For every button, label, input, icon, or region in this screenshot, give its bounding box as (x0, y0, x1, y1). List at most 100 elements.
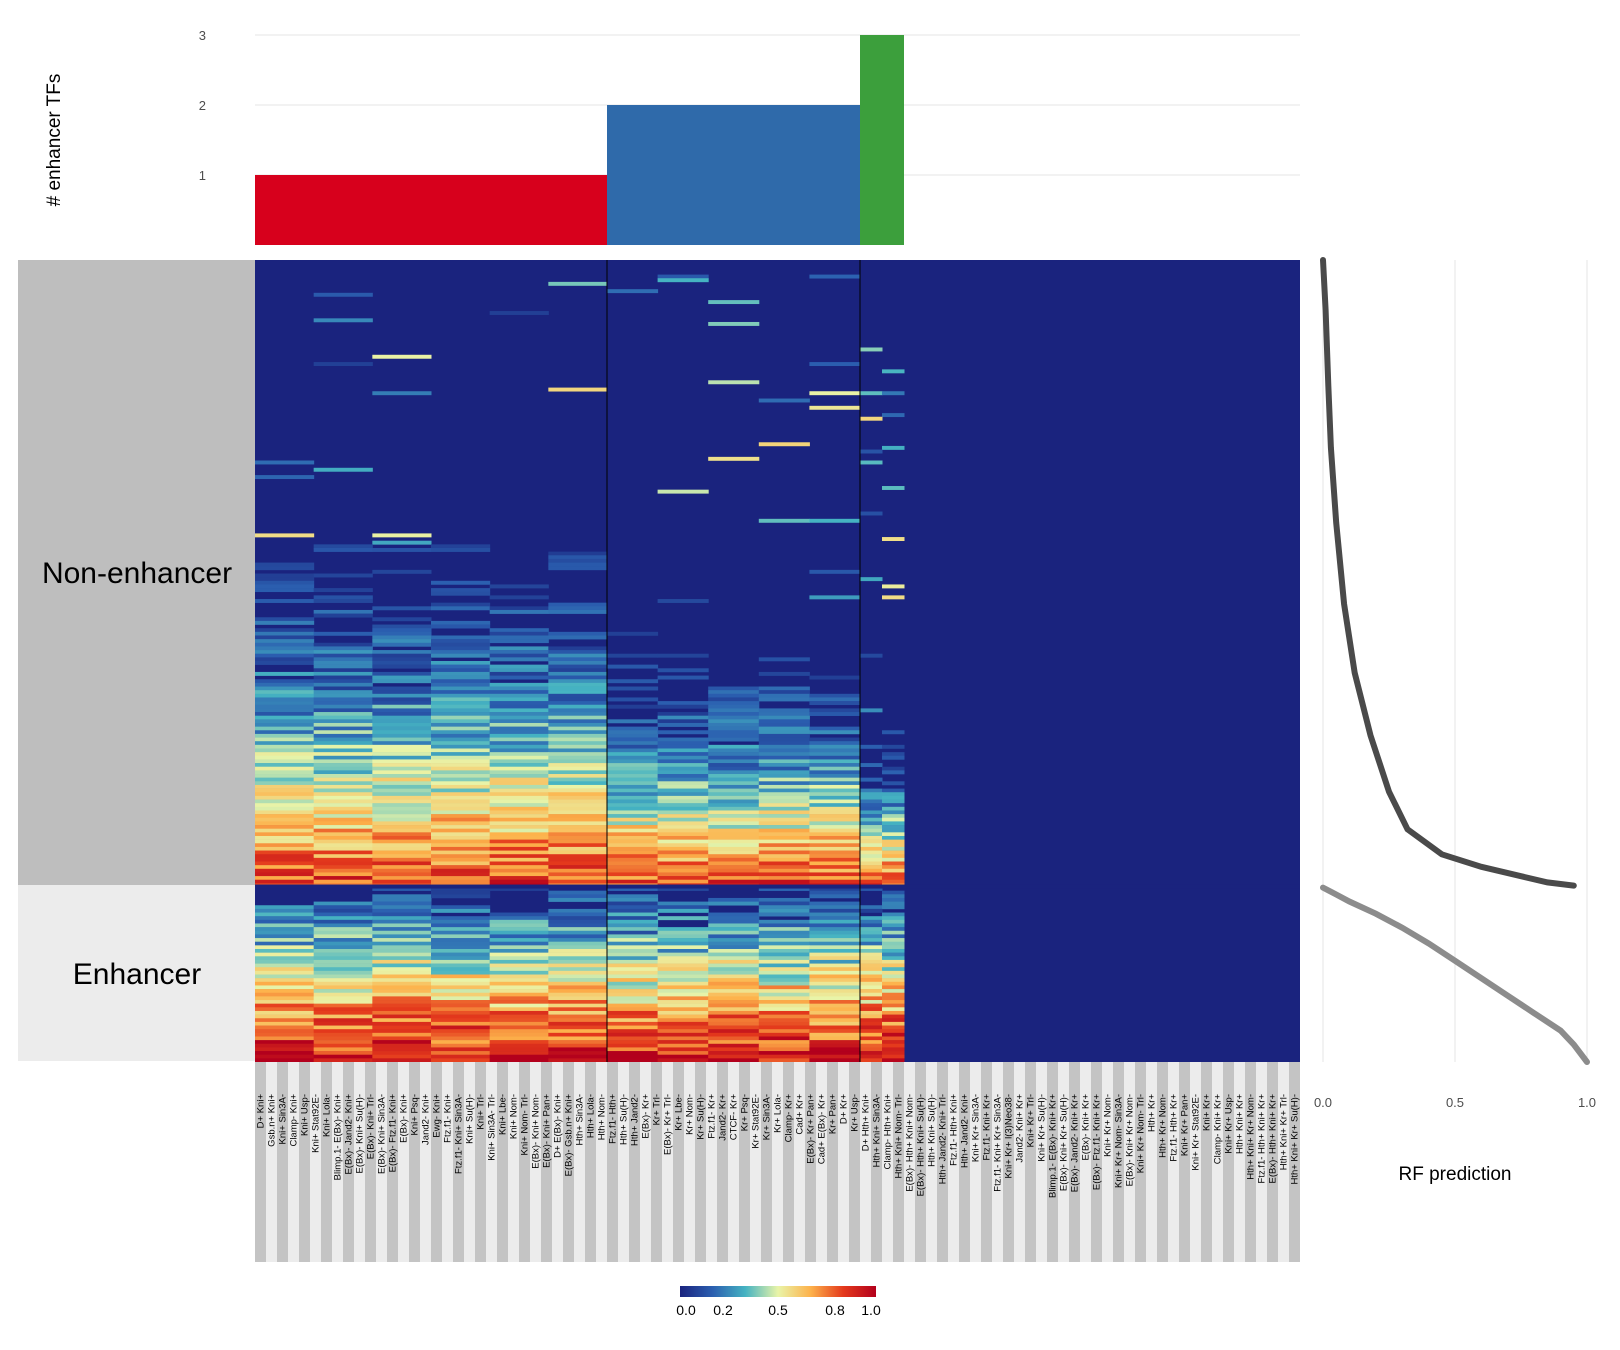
heatmap-cell (255, 580, 315, 585)
heatmap-cell (657, 821, 709, 826)
heatmap-cell (708, 1051, 760, 1056)
heatmap-cell (809, 821, 861, 826)
heatmap-cell (548, 752, 608, 757)
heatmap-cell (489, 646, 549, 651)
heatmap-cell (758, 697, 810, 702)
heatmap-cell (548, 832, 608, 837)
heatmap-cell (313, 948, 373, 953)
heatmap-cell (882, 981, 905, 986)
heatmap-cell (708, 945, 760, 950)
heatmap-cell (758, 1021, 810, 1026)
heatmap-cell (758, 948, 810, 953)
heatmap-cell (431, 948, 491, 953)
heatmap-cell (548, 945, 608, 950)
heatmap-cell (607, 876, 659, 881)
heatmap-cell (882, 770, 905, 775)
heatmap-cell (758, 857, 810, 862)
heatmap-cell (548, 1029, 608, 1034)
heatmap-cell (255, 806, 315, 811)
top-ytick-3: 3 (199, 28, 206, 43)
heatmap-cell (431, 814, 491, 819)
column-label: Kr+ Stat92E- (751, 1094, 762, 1149)
heatmap-cell (548, 744, 608, 749)
heatmap-cell (431, 861, 491, 866)
heatmap-cell (489, 733, 549, 738)
heatmap-cell (882, 814, 905, 819)
heatmap-cell (548, 781, 608, 786)
heatmap-cell (809, 1043, 861, 1048)
heatmap-cell (372, 821, 432, 826)
heatmap-cell (431, 1032, 491, 1037)
heatmap-cell (489, 1032, 549, 1037)
heatmap-cell (708, 817, 760, 822)
heatmap-cell (431, 1014, 491, 1019)
heatmap-cell (758, 693, 810, 698)
heatmap-cell (489, 708, 549, 713)
heatmap-cell (860, 938, 883, 942)
heatmap-cell (431, 1047, 491, 1052)
heatmap-cell (809, 868, 861, 873)
heatmap-cell (758, 941, 810, 946)
heatmap-cell (809, 978, 861, 983)
heatmap-cell (860, 577, 883, 582)
heatmap-cell (882, 1032, 905, 1037)
heatmap-cell (809, 890, 861, 895)
heatmap-cell (860, 460, 883, 465)
heatmap-cell (548, 879, 608, 884)
heatmap-cell (657, 788, 709, 793)
heatmap-cell (607, 887, 659, 891)
heatmap-cell (255, 876, 315, 881)
heatmap-cell (607, 741, 659, 746)
heatmap-cell (882, 978, 905, 983)
heatmap-cell (809, 777, 861, 782)
heatmap-cell (607, 1018, 659, 1023)
heatmap-cell (489, 770, 549, 775)
heatmap-cell (548, 562, 608, 567)
heatmap-cell (313, 668, 373, 673)
heatmap-cell (372, 569, 432, 574)
heatmap-cell (548, 1036, 608, 1041)
heatmap-cell (431, 624, 491, 629)
heatmap-cell (548, 992, 608, 997)
column-stripe (1278, 1062, 1289, 1262)
heatmap-cell (882, 934, 905, 939)
heatmap-cell (255, 722, 315, 727)
heatmap-cell (548, 1051, 608, 1056)
heatmap-cell (489, 1058, 549, 1063)
heatmap-cell (255, 927, 315, 932)
heatmap-cell (548, 897, 608, 902)
heatmap-cell (657, 810, 709, 815)
heatmap-cell (607, 916, 659, 921)
heatmap-cell (372, 912, 432, 917)
heatmap-cell (431, 715, 491, 720)
column-label: Kni+ Kr+ Usp- (1224, 1094, 1235, 1154)
column-stripe (1069, 1062, 1080, 1262)
heatmap-cell (657, 832, 709, 837)
heatmap-cell (657, 927, 709, 932)
heatmap-cell (548, 606, 608, 611)
heatmap-cell (255, 617, 315, 622)
heatmap-cell (313, 981, 373, 986)
heatmap-cell (607, 1051, 659, 1056)
column-label: D+ E(Bx)- Kni+ (553, 1094, 564, 1158)
heatmap-cell (809, 832, 861, 837)
heatmap-cell (489, 803, 549, 808)
heatmap-cell (489, 766, 549, 771)
column-label: Cad+ Kr+ (795, 1094, 806, 1135)
heatmap-cell (255, 959, 315, 964)
heatmap-cell (372, 974, 432, 979)
heatmap-cell (489, 792, 549, 797)
heatmap-cell (255, 1043, 315, 1048)
heatmap-cell (255, 646, 315, 651)
heatmap-cell (809, 1029, 861, 1034)
heatmap-cell (431, 868, 491, 873)
heatmap-cell (708, 930, 760, 935)
heatmap-cell (758, 912, 810, 917)
heatmap-cell (607, 941, 659, 946)
heatmap-cell (255, 1036, 315, 1041)
heatmap-cell (607, 985, 659, 990)
heatmap-cell (809, 1047, 861, 1052)
heatmap-cell (548, 908, 608, 913)
heatmap-cell (255, 653, 315, 658)
heatmap-cell (431, 588, 491, 593)
